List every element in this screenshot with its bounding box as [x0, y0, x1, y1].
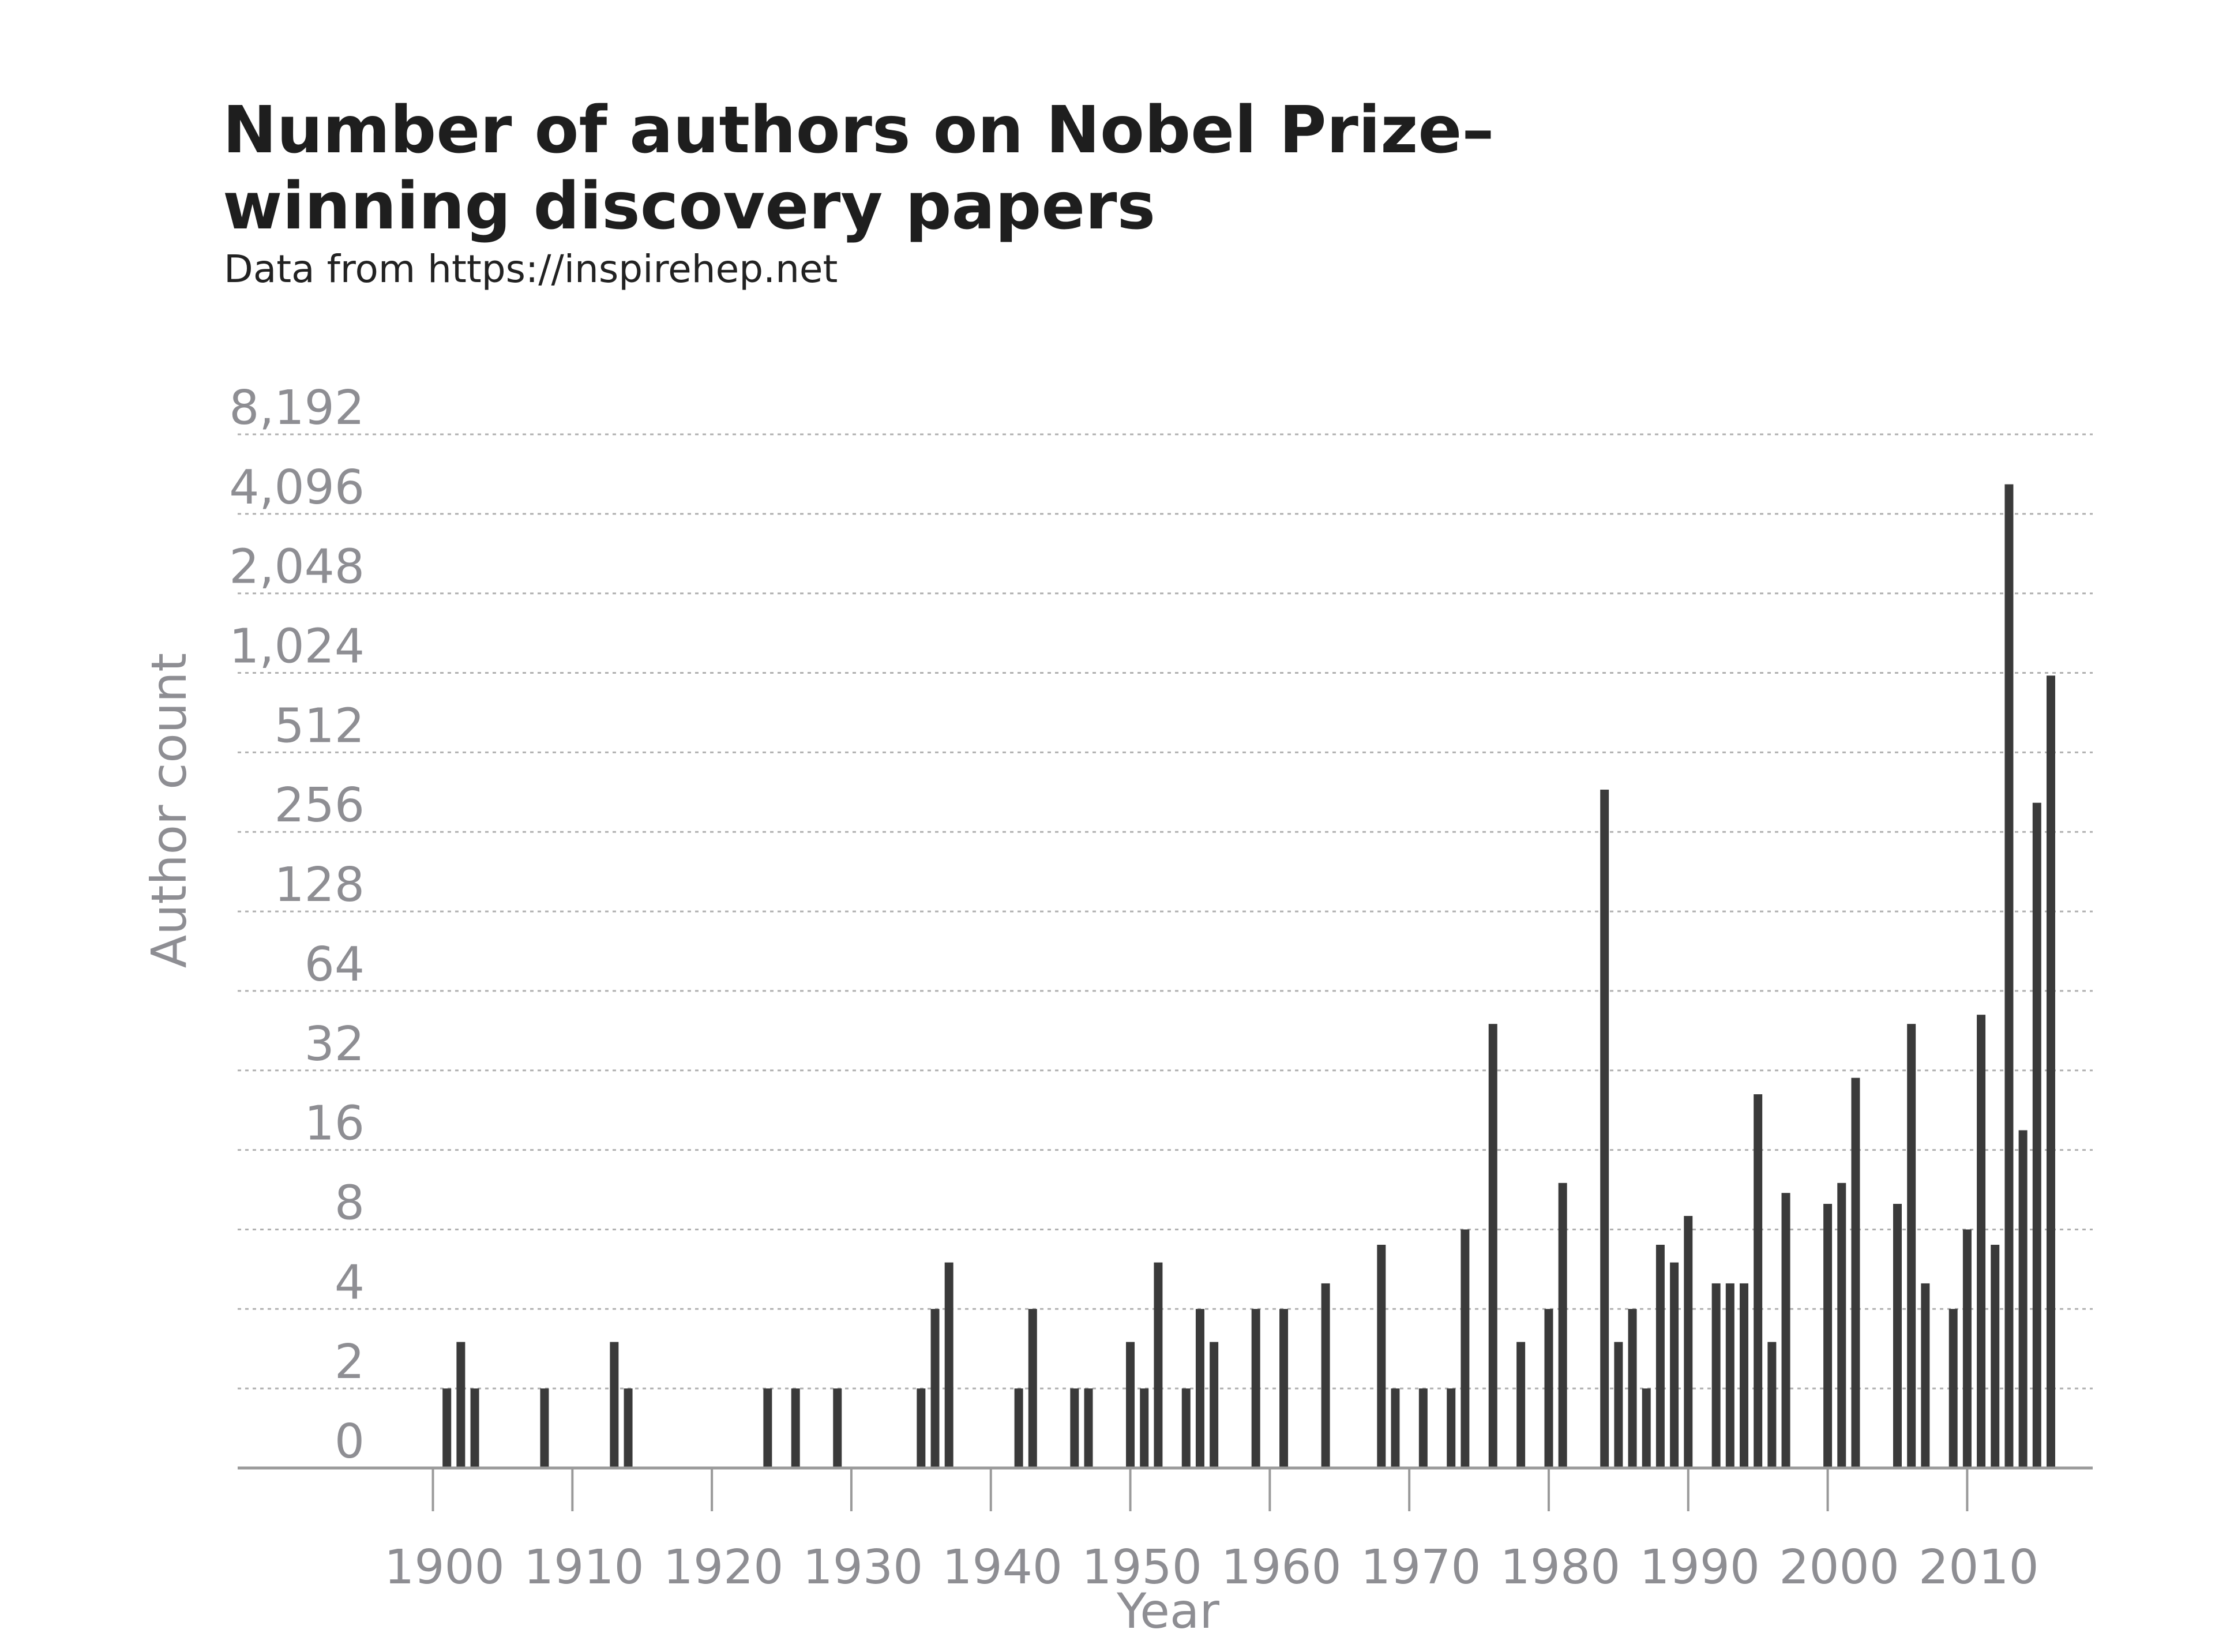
- y-axis-tick-labels: 0 2 4 8 16 32 64 128 256 512 1,024 2,048 4,096 8,192: [229, 381, 365, 1469]
- bar: [2046, 675, 2055, 1468]
- y-tick-label: 2,048: [229, 540, 365, 595]
- bar: [1544, 1309, 1553, 1468]
- bar: [2018, 1130, 2028, 1468]
- bar: [1962, 1229, 1972, 1468]
- bar: [1181, 1388, 1191, 1468]
- bar: [763, 1388, 772, 1468]
- x-tick-label: 1900: [384, 1540, 505, 1595]
- bar: [1251, 1309, 1260, 1468]
- bar: [833, 1388, 842, 1468]
- y-tick-label: 256: [274, 778, 365, 833]
- bar: [1991, 1245, 2000, 1468]
- gridlines: [238, 433, 2093, 1390]
- bar: [1516, 1342, 1526, 1468]
- y-tick-label: 2: [335, 1335, 365, 1390]
- bar: [1767, 1342, 1777, 1468]
- x-tick-label: 1980: [1500, 1540, 1621, 1595]
- bar: [1781, 1193, 1790, 1468]
- bar: [1642, 1388, 1651, 1468]
- bar: [1028, 1309, 1037, 1468]
- x-tick-label: 1990: [1639, 1540, 1760, 1595]
- bar: [1921, 1283, 1930, 1468]
- bar: [456, 1342, 465, 1468]
- bar: [1195, 1309, 1204, 1468]
- bar: [1628, 1309, 1637, 1468]
- y-tick-label: 8,192: [229, 381, 365, 435]
- chart-title-line2: winning discovery papers: [223, 169, 1156, 244]
- bar: [1823, 1204, 1833, 1468]
- chart-subtitle: Data from https://inspirehep.net: [224, 247, 838, 291]
- bar: [1614, 1342, 1623, 1468]
- bar: [930, 1309, 940, 1468]
- bar: [1684, 1216, 1693, 1468]
- bar: [1725, 1283, 1735, 1468]
- bar: [1600, 789, 1609, 1468]
- bar: [1014, 1388, 1023, 1468]
- bar: [1447, 1388, 1456, 1468]
- x-tick-label: 2010: [1919, 1540, 2039, 1595]
- bar: [1140, 1388, 1149, 1468]
- y-tick-label: 64: [305, 937, 365, 992]
- bar: [1754, 1094, 1763, 1468]
- bar: [2004, 484, 2014, 1468]
- bar: [1418, 1388, 1428, 1468]
- bar: [1711, 1283, 1721, 1468]
- y-tick-label: 8: [335, 1176, 365, 1230]
- bar: [624, 1388, 633, 1468]
- bar: [1977, 1015, 1986, 1468]
- bar: [944, 1262, 953, 1468]
- bar: [1851, 1077, 1860, 1468]
- bars: [442, 484, 2055, 1468]
- bar: [1837, 1182, 1846, 1468]
- bar: [1670, 1262, 1679, 1468]
- bar: [1739, 1283, 1748, 1468]
- bar: [1377, 1245, 1386, 1468]
- bar: [917, 1388, 926, 1468]
- chart-title-line1: Number of authors on Nobel Prize–: [223, 93, 1495, 168]
- x-tick-label: 1920: [663, 1540, 784, 1595]
- y-tick-label: 0: [335, 1414, 365, 1469]
- x-tick-label: 1930: [803, 1540, 923, 1595]
- bar: [1558, 1182, 1567, 1468]
- y-tick-label: 4: [335, 1255, 365, 1310]
- x-tick-label: 1960: [1221, 1540, 1342, 1595]
- bar: [470, 1388, 479, 1468]
- y-tick-label: 512: [274, 699, 365, 753]
- bar: [1084, 1388, 1093, 1468]
- bar: [1210, 1342, 1219, 1468]
- bar: [1279, 1309, 1289, 1468]
- y-axis-title: Author count: [141, 653, 197, 968]
- bar: [1461, 1229, 1470, 1468]
- bar: [1391, 1388, 1400, 1468]
- x-axis-title: Year: [1116, 1583, 1219, 1639]
- x-tick-label: 1940: [942, 1540, 1063, 1595]
- bar: [1488, 1024, 1497, 1468]
- y-tick-label: 1,024: [229, 620, 365, 674]
- x-tick-label: 2000: [1779, 1540, 1899, 1595]
- y-tick-label: 16: [305, 1097, 365, 1151]
- x-axis: 1900 1910 1920 1930 1940 1950 1960 1970 1980 1990…: [238, 1466, 2093, 1595]
- y-tick-label: 128: [274, 858, 365, 913]
- bar: [610, 1342, 619, 1468]
- bar: [1893, 1204, 1902, 1468]
- chart-title: Number of authors on Nobel Prize– winnin…: [223, 92, 1722, 245]
- bar: [791, 1388, 800, 1468]
- bar: [1154, 1262, 1163, 1468]
- bar: [442, 1388, 452, 1468]
- x-tick-label: 1910: [524, 1540, 644, 1595]
- x-tick-label: 1970: [1361, 1540, 1481, 1595]
- bar: [1126, 1342, 1135, 1468]
- y-tick-label: 4,096: [229, 460, 365, 515]
- y-tick-label: 32: [305, 1017, 365, 1072]
- bar: [1070, 1388, 1079, 1468]
- bar: [1321, 1283, 1330, 1468]
- bar: [2032, 802, 2041, 1468]
- x-tick-label: 1950: [1082, 1540, 1202, 1595]
- bar: [1949, 1309, 1958, 1468]
- bar: [1655, 1245, 1665, 1468]
- bar: [1907, 1024, 1916, 1468]
- bar: [540, 1388, 549, 1468]
